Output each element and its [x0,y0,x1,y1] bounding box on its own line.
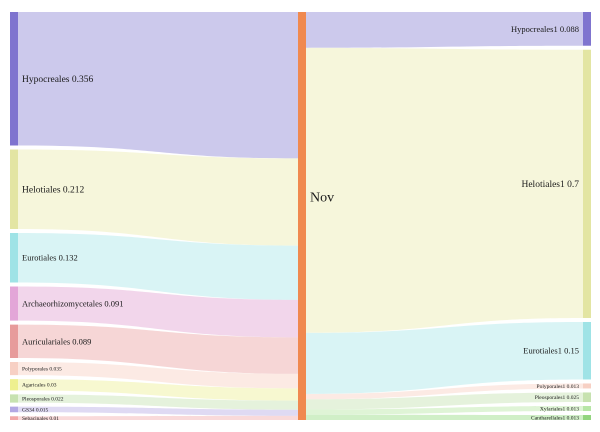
center-node-bar [298,12,306,420]
node-bar-gs34 [10,406,18,413]
node-label-helotiales1: Helotiales1 0.7 [521,180,579,190]
node-label-cantharellales1: Cantharellales1 0.013 [531,415,579,421]
flow-auriculariales [18,324,298,374]
node-bar-archaeorhizomycetales [10,286,18,321]
flow-sebacinales [18,415,298,420]
sankey-links [18,12,583,420]
flow-pleosporales1 [306,392,583,410]
node-bar-auriculariales [10,324,18,358]
node-label-helotiales: Helotiales 0.212 [22,186,85,196]
node-label-hypocreales1: Hypocreales1 0.088 [511,24,579,34]
node-bar-agaricales [10,379,18,391]
node-label-agaricales: Agaricales 0.03 [22,383,57,389]
node-bar-hypocreales [10,12,18,146]
right-node-labels: Hypocreales1 0.088 Helotiales1 0.7 Eurotia… [511,24,579,422]
flow-eurotiales [18,233,298,300]
node-bar-polyporales [10,362,18,376]
flow-polyporales1 [306,383,583,400]
flow-gs34 [18,406,298,416]
flow-eurotiales1 [306,321,583,394]
node-label-pleosporales: Pleosporales 0.022 [22,396,64,402]
flow-helotiales [18,149,298,246]
node-label-archaeorhizomycetales: Archaeorhizomycetales 0.091 [22,299,124,309]
flow-helotiales1 [306,47,583,333]
flow-hypocreales1 [306,12,583,48]
node-bar-xylariales1 [583,406,591,412]
node-label-sebacinales: Sebacinales 0.01 [22,416,59,422]
flow-polyporales [18,362,298,389]
node-label-polyporales: Polyporales 0.035 [22,366,62,372]
node-bar-sebacinales [10,416,18,420]
center-node-label: Nov [310,191,334,206]
node-label-eurotiales: Eurotiales 0.132 [22,253,78,263]
node-bar-eurotiales [10,233,18,283]
node-bar-pleosporales1 [583,392,591,403]
node-bar-polyporales1 [583,383,591,389]
node-label-eurotiales1: Eurotiales1 0.15 [523,346,579,356]
node-label-auriculariales: Auriculariales 0.089 [22,336,91,346]
flow-archaeorhizomycetales [18,286,298,338]
flow-hypocreales [18,12,298,159]
left-node-labels: Hypocreales 0.356 Helotiales 0.212 Eurotia… [22,75,124,422]
node-bar-pleosporales [10,394,18,403]
node-label-pleosporales1: Pleosporales1 0.025 [535,395,580,401]
node-label-gs34: GS34 0.015 [22,407,49,413]
node-bar-cantharellales1 [583,415,591,420]
flow-xylariales1 [306,406,583,415]
right-nodes [583,12,591,420]
flow-agaricales [18,379,298,401]
left-nodes [10,12,18,420]
flow-cantharellales1 [306,414,583,420]
node-bar-hypocreales1 [583,12,591,46]
node-bar-helotiales1 [583,49,591,318]
node-bar-eurotiales1 [583,321,591,380]
node-label-polyporales1: Polyporales1 0.013 [537,384,580,390]
node-label-hypocreales: Hypocreales 0.356 [22,75,93,85]
node-label-xylariales1: Xylariales1 0.013 [540,406,579,412]
node-bar-helotiales [10,149,18,229]
flow-pleosporales [18,394,298,410]
